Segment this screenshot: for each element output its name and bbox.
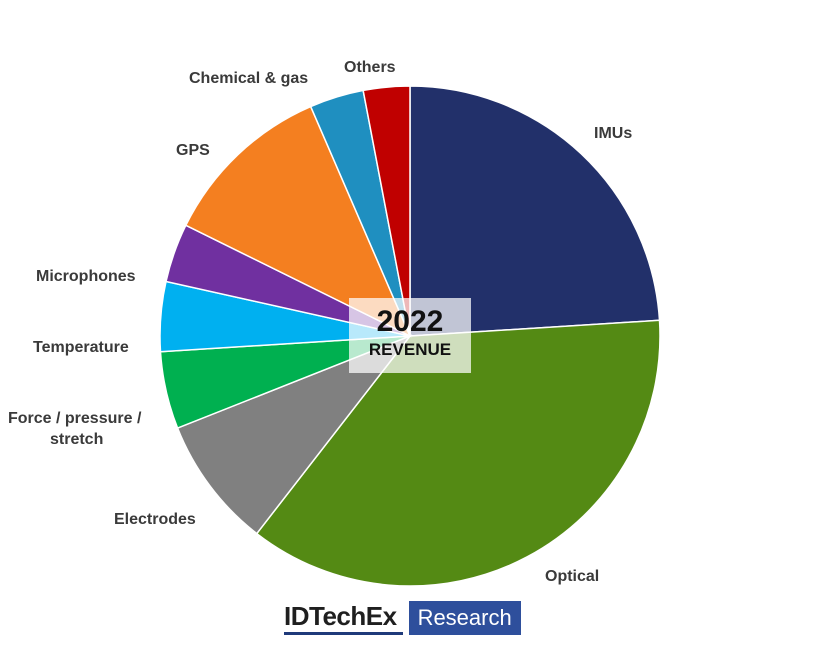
slice-label-gps: GPS <box>176 142 210 159</box>
chart-caption: REVENUE <box>368 340 452 359</box>
chart-year: 2022 <box>376 305 444 338</box>
idtechex-logo: IDTechEx Research <box>284 601 521 635</box>
logo-tag: Research <box>408 601 521 635</box>
slice-label-force-line1: Force / pressure / <box>8 410 142 427</box>
pie-slice-optical <box>255 319 661 587</box>
slice-label-microphones: Microphones <box>36 268 136 285</box>
slice-label-temperature: Temperature <box>33 339 129 356</box>
pie-slice-electrodes <box>176 334 413 535</box>
slice-label-chemical-gas: Chemical & gas <box>189 70 308 87</box>
slice-label-optical: Optical <box>545 568 599 585</box>
pie-slice-gps <box>184 105 412 338</box>
pie-slice-others <box>362 85 411 337</box>
logo-name: IDTechEx <box>284 601 403 635</box>
center-title-box: 2022 REVENUE <box>349 298 471 373</box>
slice-label-electrodes: Electrodes <box>114 511 196 528</box>
pie-slice-imus <box>409 85 661 337</box>
slice-label-others: Others <box>344 59 396 76</box>
slice-label-imus: IMUs <box>594 125 632 142</box>
slice-label-force-line2: stretch <box>50 431 103 448</box>
